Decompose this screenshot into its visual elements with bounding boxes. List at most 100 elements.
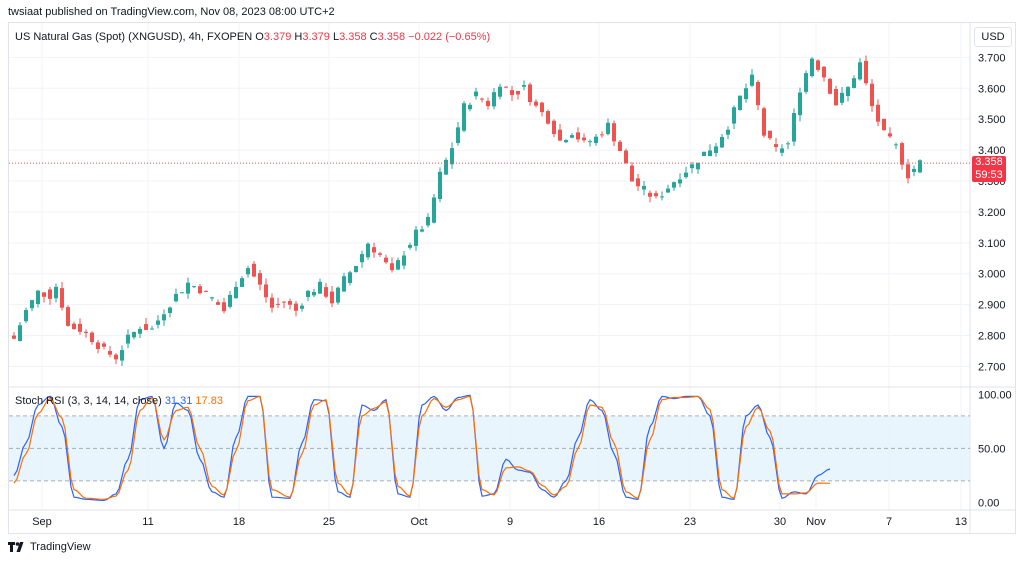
stoch-rsi-y-tick-label: 0.00 — [978, 498, 999, 510]
candle-body — [288, 301, 292, 305]
y-tick-label: 2.700 — [978, 361, 1006, 373]
candle-body — [90, 332, 94, 343]
candle-body — [528, 84, 532, 103]
candle-body — [546, 111, 550, 124]
stoch-rsi-title: Stoch RSI (3, 3, 14, 14, close) — [15, 395, 162, 407]
open-label: O — [255, 31, 264, 43]
candle-body — [690, 164, 694, 169]
candle-body — [216, 302, 220, 305]
candle-body — [666, 188, 670, 193]
candle-body — [18, 325, 22, 342]
candle-body — [516, 90, 520, 95]
y-tick-label: 3.000 — [978, 269, 1006, 281]
candle-body — [258, 273, 262, 285]
candle-body — [702, 151, 706, 156]
candle-body — [804, 73, 808, 92]
candle-body — [834, 88, 838, 106]
stoch-rsi-y-tick-label: 50.00 — [978, 443, 1006, 455]
x-tick-label: Sep — [32, 516, 52, 528]
y-tick-label: 3.200 — [978, 207, 1006, 219]
candle-body — [42, 292, 46, 297]
candle-body — [114, 354, 118, 360]
candle-body — [234, 286, 238, 299]
candle-body — [378, 253, 382, 255]
x-tick-label: 23 — [684, 516, 696, 528]
y-tick-label: 3.700 — [978, 52, 1006, 64]
published-header: twsiaat published on TradingView.com, No… — [8, 6, 335, 18]
candle-body — [600, 134, 604, 136]
candle-body — [492, 92, 496, 107]
candle-body — [462, 103, 466, 131]
candle-body — [858, 62, 862, 80]
candle-body — [570, 135, 574, 138]
candle-body — [336, 287, 340, 303]
tradingview-brand[interactable]: TradingView — [8, 541, 91, 553]
candle-body — [390, 263, 394, 271]
candle-body — [426, 216, 430, 226]
candle-body — [354, 266, 358, 273]
main-legend: US Natural Gas (Spot) (XNGUSD), 4h, FXOP… — [15, 31, 490, 43]
candle-body — [72, 323, 76, 330]
candle-body — [894, 144, 898, 146]
candle-body — [738, 95, 742, 110]
candle-body — [660, 196, 664, 198]
x-tick-label: Nov — [806, 516, 826, 528]
x-tick-label: 9 — [507, 516, 513, 528]
candle-body — [828, 78, 832, 94]
last-price-tag: 3.358 59:53 — [972, 156, 1006, 182]
candle-body — [678, 179, 682, 184]
candle-body — [840, 92, 844, 103]
candle-body — [432, 197, 436, 223]
candle-body — [510, 90, 514, 96]
tradingview-logo-icon — [8, 542, 24, 552]
candle-body — [762, 108, 766, 136]
candle-body — [186, 282, 190, 294]
candle-body — [324, 287, 328, 297]
candle-body — [102, 343, 106, 347]
candle-body — [774, 144, 778, 148]
candle-body — [120, 350, 124, 361]
candle-body — [12, 335, 16, 339]
change-value: −0.022 (−0.65%) — [408, 31, 491, 43]
candle-body — [576, 132, 580, 140]
candle-body — [132, 331, 136, 338]
chart-frame — [8, 22, 1016, 534]
candle-body — [168, 307, 172, 314]
candle-body — [552, 120, 556, 135]
candle-body — [246, 268, 250, 275]
candle-body — [798, 92, 802, 116]
candle-body — [522, 85, 526, 87]
x-tick-label: Oct — [410, 516, 427, 528]
candle-body — [228, 294, 232, 307]
y-tick-label: 2.800 — [978, 331, 1006, 343]
high-label: H — [294, 31, 303, 43]
currency-button[interactable]: USD — [974, 27, 1012, 47]
candle-body — [126, 334, 130, 344]
candle-body — [474, 91, 478, 97]
candle-body — [588, 141, 592, 143]
candle-body — [918, 160, 922, 173]
candle-body — [60, 288, 64, 308]
bar-countdown: 59:53 — [975, 169, 1003, 181]
last-price-value: 3.358 — [975, 156, 1003, 168]
candle-body — [420, 229, 424, 232]
candle-body — [48, 289, 52, 299]
candle-body — [582, 137, 586, 141]
high-value: 3.379 — [302, 31, 330, 43]
candle-body — [294, 303, 298, 311]
candle-body — [456, 127, 460, 144]
candle-body — [708, 150, 712, 157]
candle-body — [330, 291, 334, 304]
candle-body — [696, 162, 700, 170]
candle-body — [786, 143, 790, 145]
candle-body — [192, 286, 196, 288]
candle-body — [282, 301, 286, 303]
candle-body — [792, 112, 796, 142]
candle-body — [144, 324, 148, 330]
candle-body — [612, 123, 616, 142]
candle-body — [348, 272, 352, 284]
candle-body — [618, 141, 622, 152]
candle-body — [438, 171, 442, 200]
stoch-rsi-d-line — [13, 395, 831, 500]
